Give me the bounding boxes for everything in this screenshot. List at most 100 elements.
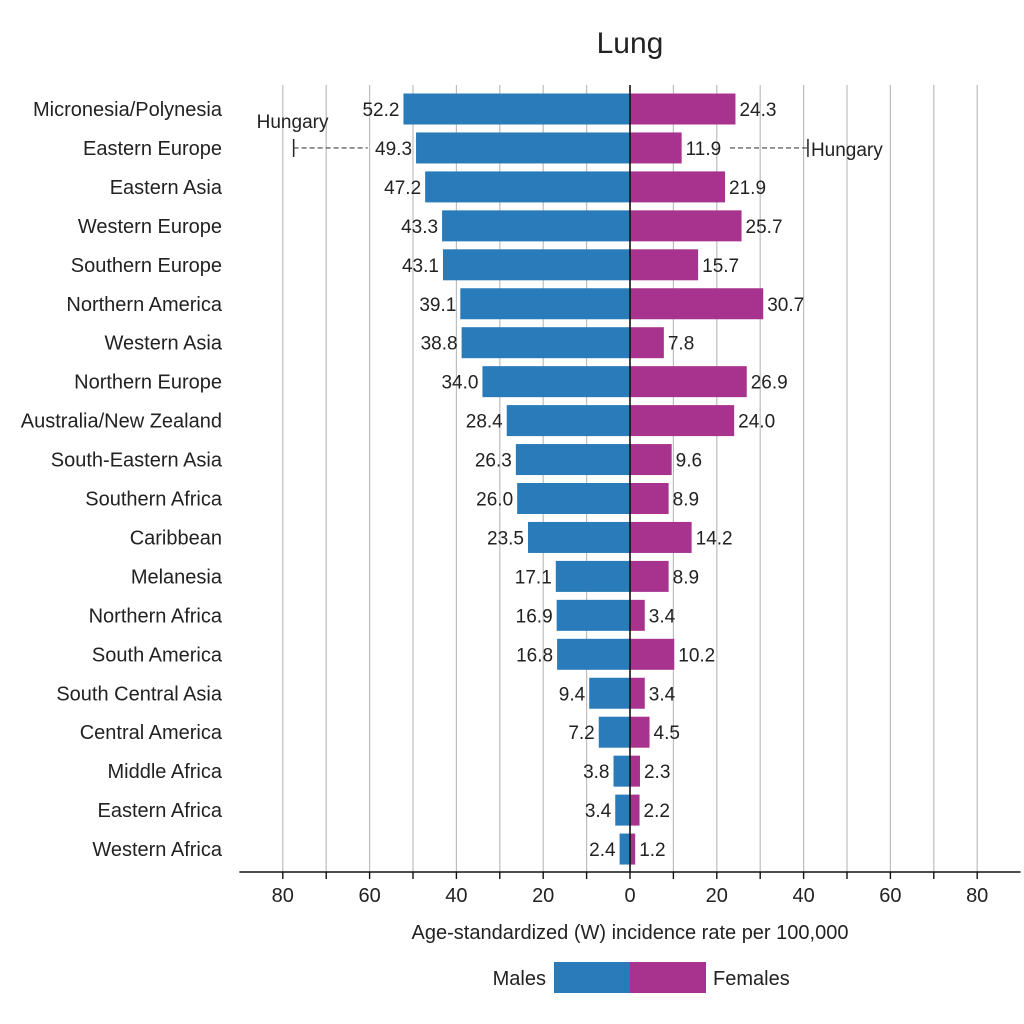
x-tick-label: 80	[272, 885, 294, 907]
value-label-males: 26.0	[476, 490, 513, 511]
bar-females-western-europe	[630, 210, 742, 242]
chart-title: Lung	[597, 27, 664, 60]
value-label-females: 15.7	[702, 256, 739, 277]
value-label-females: 2.3	[644, 762, 670, 783]
legend: Males Females	[493, 962, 790, 993]
category-label: Eastern Africa	[97, 800, 222, 822]
category-label: Southern Europe	[71, 255, 222, 277]
category-label: Northern America	[66, 294, 222, 316]
value-label-females: 30.7	[767, 295, 804, 316]
category-label: Western Europe	[78, 216, 222, 238]
value-label-females: 3.4	[649, 684, 676, 705]
bar-females-western-asia	[630, 327, 664, 359]
value-label-males: 39.1	[419, 295, 456, 316]
legend-label-males: Males	[493, 968, 546, 990]
bar-males-eastern-europe	[416, 132, 630, 164]
x-tick-label: 40	[792, 885, 814, 907]
value-label-females: 25.7	[746, 217, 783, 238]
value-label-females: 14.2	[696, 528, 733, 549]
value-label-males: 43.1	[402, 256, 439, 277]
bar-females-south-america	[630, 638, 675, 670]
bar-males-southern-africa	[517, 483, 630, 514]
bar-males-western-africa	[619, 833, 630, 865]
value-label-males: 2.4	[589, 840, 616, 861]
value-label-females: 8.9	[673, 490, 699, 511]
value-label-females: 8.9	[673, 567, 699, 588]
legend-swatch-males	[554, 962, 630, 993]
category-label: Caribbean	[130, 527, 222, 549]
value-label-males: 47.2	[384, 178, 421, 199]
bar-males-middle-africa	[613, 755, 630, 787]
category-label: Middle Africa	[108, 761, 223, 783]
bar-males-central-america	[598, 716, 630, 748]
value-label-males: 16.9	[516, 606, 553, 627]
category-label: Australia/New Zealand	[21, 411, 222, 433]
bar-females-northern-america	[630, 288, 764, 320]
category-label: South-Eastern Asia	[51, 450, 223, 472]
value-labels: 52.2 24.3 49.3 11.9 47.2 21.9 43.3 25.7 43.1 15.7…	[362, 100, 804, 861]
bar-females-south-central-asia	[630, 677, 645, 709]
x-tick-label: 20	[532, 885, 554, 907]
bar-females-eastern-europe	[630, 132, 682, 164]
legend-swatch-females	[630, 962, 706, 993]
value-label-males: 43.3	[401, 217, 438, 238]
value-label-males: 3.8	[583, 762, 609, 783]
value-label-females: 4.5	[654, 723, 680, 744]
bar-females-southern-europe	[630, 249, 699, 281]
bar-males-australia-new-zealand	[506, 405, 630, 437]
bar-males-south-america	[557, 638, 630, 670]
bar-males-northern-africa	[556, 599, 630, 631]
x-tick-label: 60	[358, 885, 380, 907]
category-label: Central America	[80, 722, 223, 744]
bar-males-southern-europe	[442, 249, 630, 281]
x-tick-label: 40	[445, 885, 467, 907]
bar-females-caribbean	[630, 521, 692, 553]
value-label-females: 7.8	[668, 334, 694, 355]
bar-females-middle-africa	[630, 755, 640, 787]
category-label: Eastern Europe	[83, 138, 222, 160]
category-label: Micronesia/Polynesia	[33, 99, 223, 121]
bar-females-eastern-asia	[630, 171, 726, 203]
annotations: Hungary Hungary	[257, 112, 884, 161]
bars	[403, 93, 764, 865]
category-label: South America	[92, 644, 223, 666]
value-label-males: 16.8	[516, 645, 553, 666]
bar-males-western-asia	[461, 327, 630, 359]
value-label-females: 2.2	[644, 801, 670, 822]
value-label-females: 10.2	[678, 645, 715, 666]
bar-females-australia-new-zealand	[630, 405, 735, 437]
value-label-males: 49.3	[375, 139, 412, 160]
value-label-males: 9.4	[559, 684, 586, 705]
bar-males-northern-america	[460, 288, 630, 320]
value-label-males: 17.1	[515, 567, 552, 588]
bar-females-southern-africa	[630, 483, 669, 514]
x-axis-label: Age-standardized (W) incidence rate per …	[412, 922, 849, 944]
value-label-females: 26.9	[751, 373, 788, 394]
bar-females-micronesia-polynesia	[630, 93, 736, 125]
x-tick-label: 20	[706, 885, 728, 907]
x-tick-label: 60	[879, 885, 901, 907]
bar-females-melanesia	[630, 560, 669, 592]
category-label: Western Asia	[105, 333, 223, 355]
value-label-males: 23.5	[487, 528, 524, 549]
category-labels: Micronesia/Polynesia Eastern Europe Easter…	[21, 99, 223, 861]
bar-males-south-eastern-asia	[515, 444, 630, 476]
bar-males-northern-europe	[482, 366, 630, 398]
annotation-label: Hungary	[811, 140, 883, 161]
value-label-males: 3.4	[585, 801, 612, 822]
category-label: Western Africa	[92, 839, 223, 861]
bar-females-central-america	[630, 716, 650, 748]
legend-label-females: Females	[713, 968, 790, 990]
x-axis: 80 60 40 20 0 20 40 60 80	[239, 871, 1021, 907]
category-label: Northern Africa	[89, 605, 223, 627]
category-label: South Central Asia	[56, 683, 223, 705]
bar-females-northern-africa	[630, 599, 645, 631]
value-label-males: 26.3	[475, 451, 512, 472]
bar-males-western-europe	[442, 210, 630, 242]
bar-males-micronesia-polynesia	[403, 93, 630, 125]
bar-females-northern-europe	[630, 366, 747, 398]
bar-males-eastern-africa	[615, 794, 630, 826]
value-label-females: 9.6	[676, 451, 702, 472]
value-label-females: 1.2	[639, 840, 665, 861]
